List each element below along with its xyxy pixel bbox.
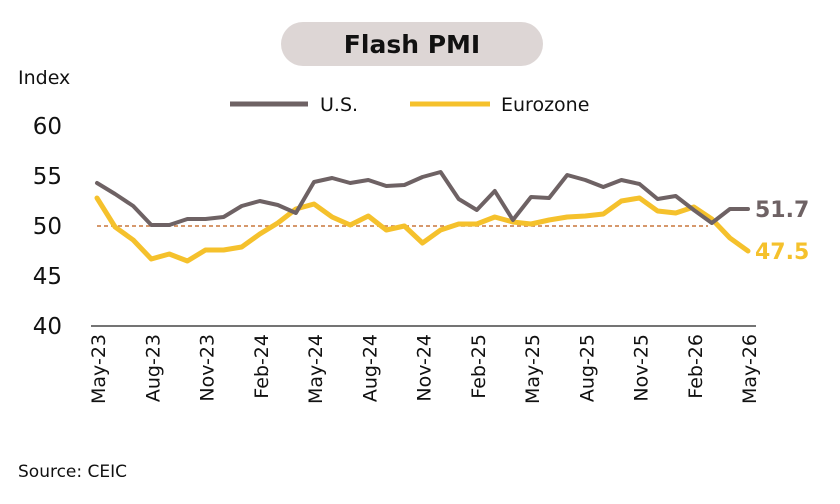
y-tick-label: 60 [33, 114, 62, 140]
x-tick-label: Nov-25 [631, 334, 653, 402]
x-tick-label: Nov-23 [197, 334, 219, 402]
end-value-label: 51.7 [755, 198, 809, 223]
y-axis-label: Index [18, 67, 70, 89]
x-tick-label: Feb-26 [685, 334, 707, 399]
series-lines [94, 170, 751, 264]
legend-label: U.S. [320, 94, 358, 116]
series-line-eurozone [94, 195, 751, 264]
axes-group [91, 225, 756, 327]
y-tick-label: 50 [33, 214, 62, 240]
x-tick-label: Feb-25 [468, 334, 490, 399]
end-value-labels: 51.7 47.5 [755, 198, 809, 265]
y-tick-labels: 40 45 50 55 60 [33, 114, 62, 340]
legend-label: Eurozone [501, 94, 589, 116]
x-tick-label: Aug-23 [142, 334, 164, 402]
x-tick-label: Nov-24 [414, 334, 436, 402]
x-tick-labels: May-23 Aug-23 Nov-23 Feb-24 May-24 Aug-24 Nov-… [88, 334, 761, 404]
x-tick-label: May-25 [522, 334, 544, 404]
x-tick-label: May-26 [739, 334, 761, 404]
chart-title: Flash PMI [281, 22, 543, 66]
x-tick-label: Feb-24 [251, 334, 273, 399]
y-tick-label: 45 [33, 264, 62, 290]
source-note: Source: CEIC [18, 462, 128, 482]
end-value-label: 47.5 [755, 240, 809, 265]
y-tick-label: 40 [33, 314, 62, 340]
x-tick-label: May-23 [88, 334, 110, 404]
x-tick-label: Aug-25 [576, 334, 598, 402]
x-tick-label: May-24 [305, 334, 327, 404]
legend: U.S. Eurozone [230, 94, 589, 116]
series-line-u-s [95, 170, 750, 227]
x-tick-label: Aug-24 [359, 334, 381, 402]
y-tick-label: 55 [33, 164, 62, 190]
